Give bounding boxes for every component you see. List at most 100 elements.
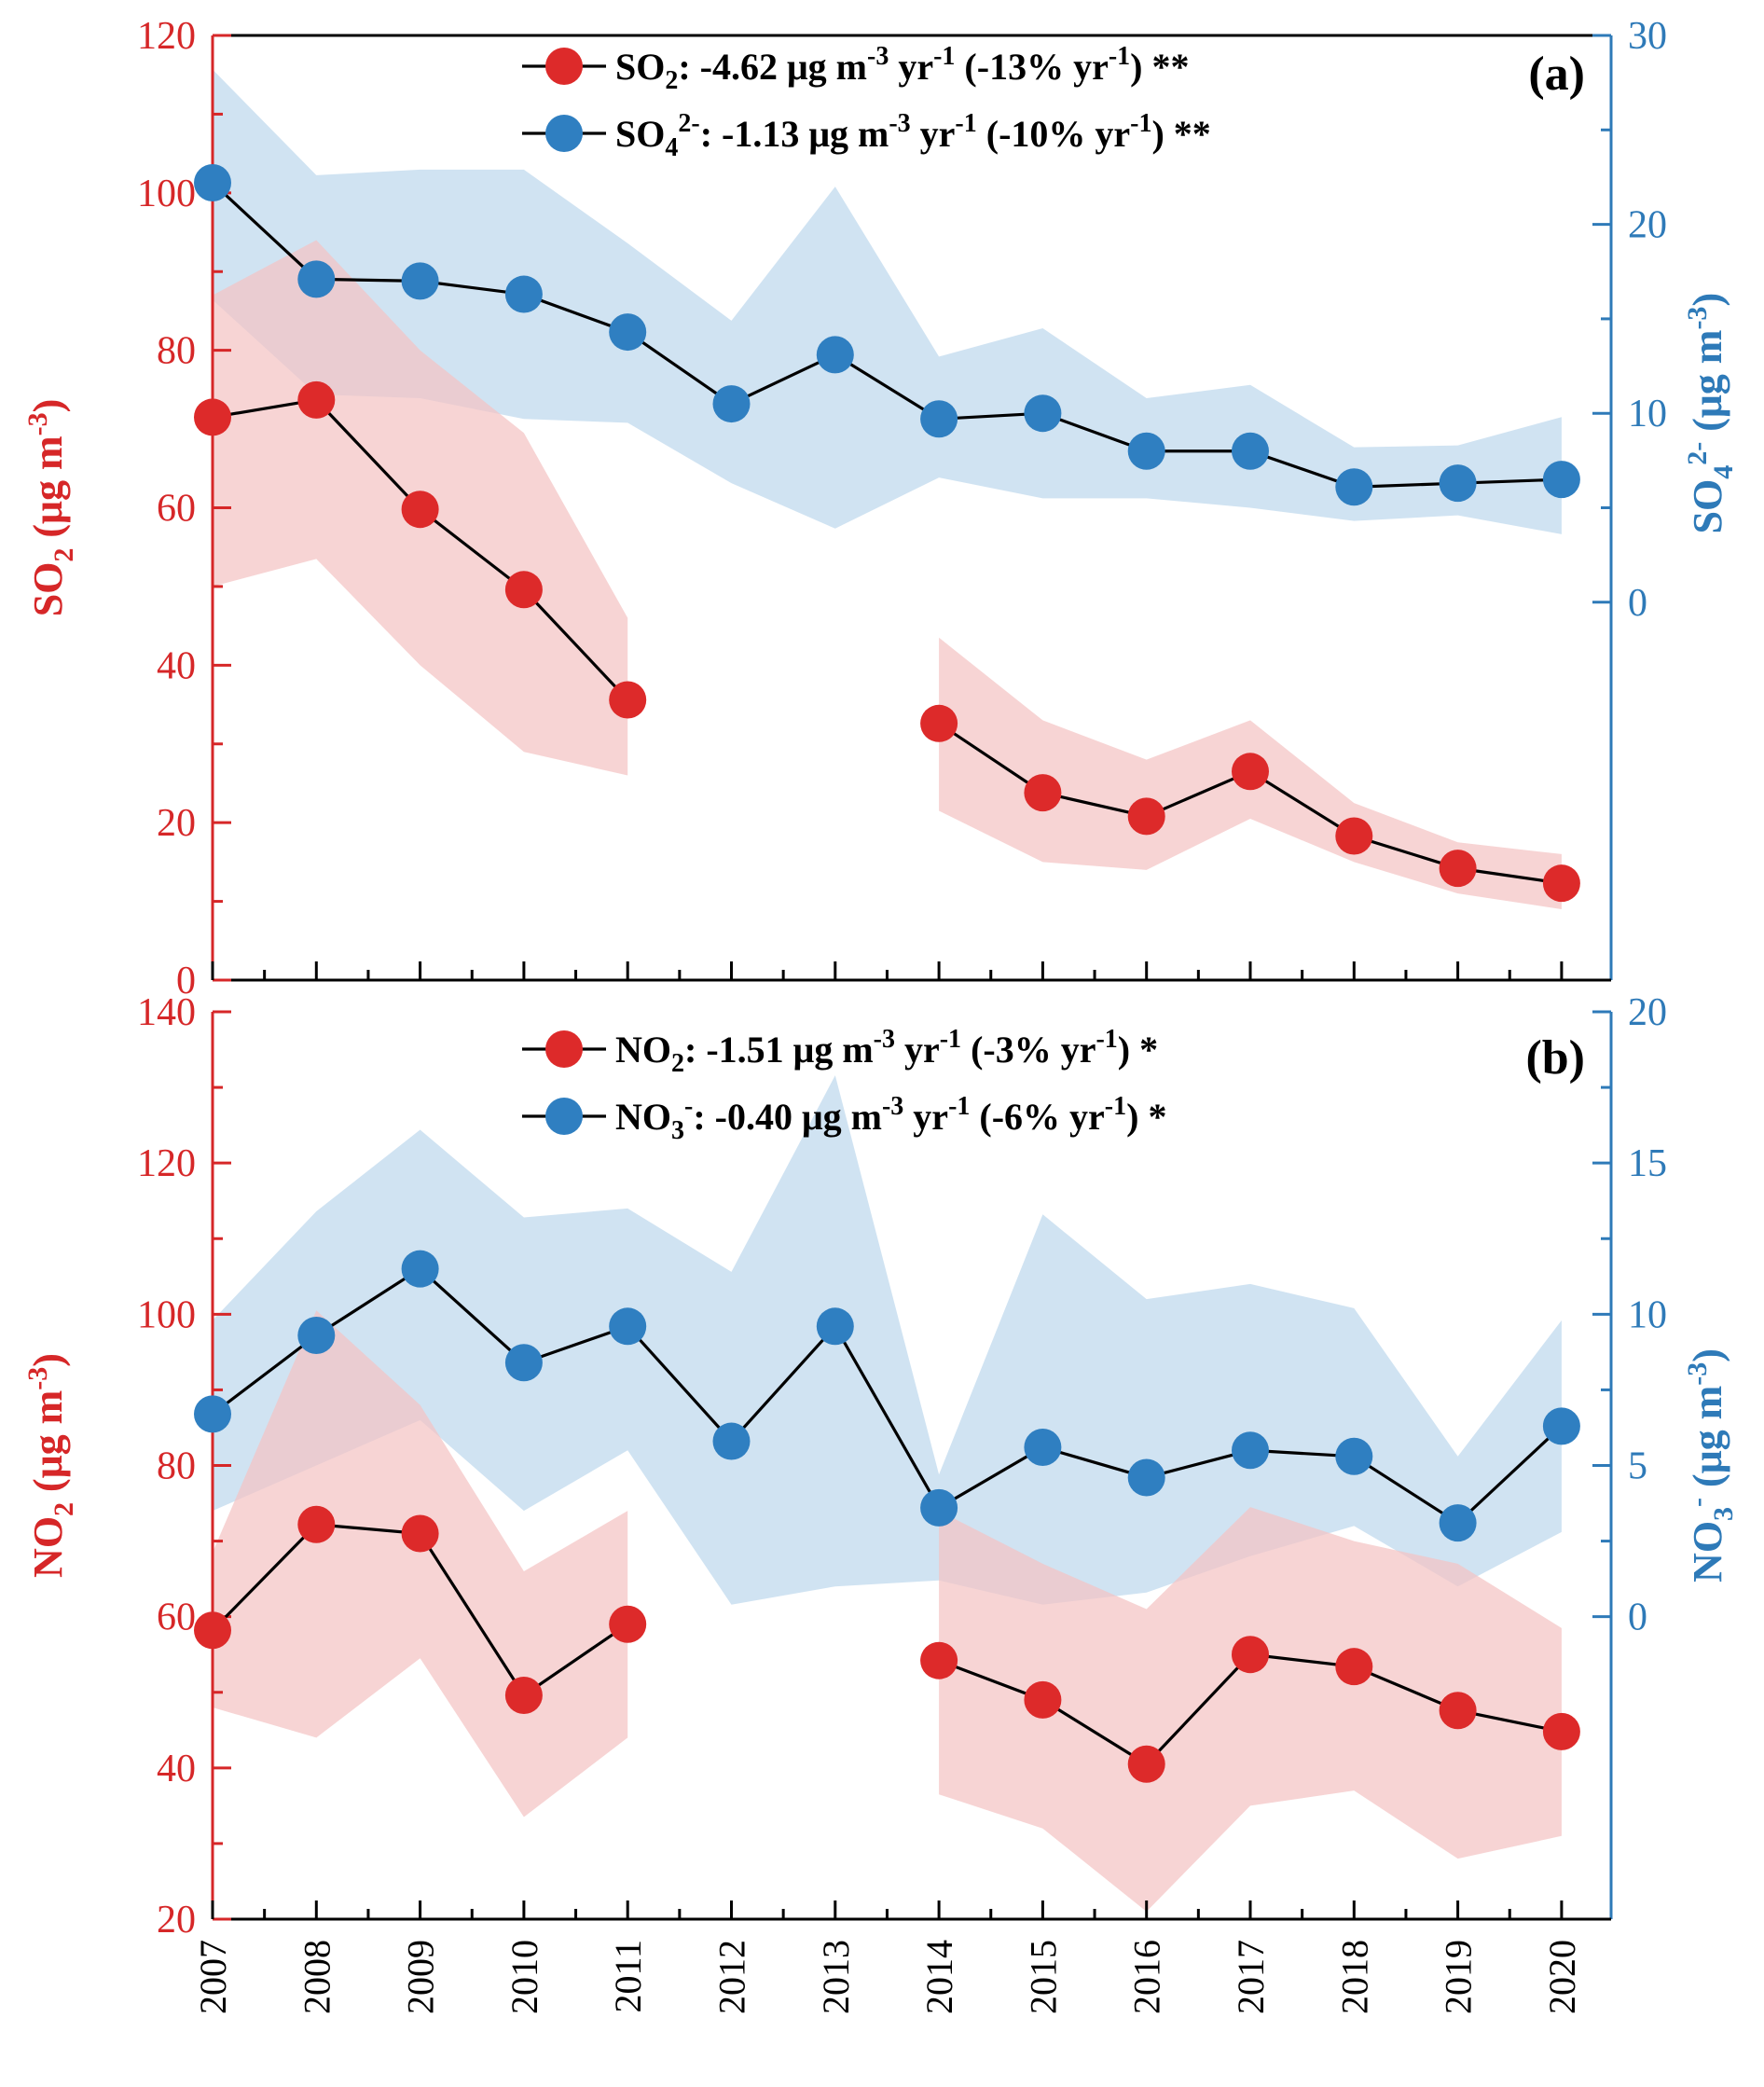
- legend-label-sup2: -1: [948, 1092, 970, 1121]
- legend-label: SO42-: -1.13 μg m-3 yr-1 (-10% yr-1) **: [615, 109, 1211, 162]
- data-point-ion: [504, 275, 543, 313]
- data-point-ion: [1335, 468, 1373, 506]
- legend-label-sup3: -1: [1109, 42, 1130, 71]
- data-point-ion: [1127, 1458, 1165, 1497]
- left-axis-title: SO2 (μg m-3): [22, 399, 79, 617]
- data-point-ion: [401, 1250, 439, 1288]
- legend-label-sub: 3: [671, 1116, 684, 1145]
- left-axis-title-unit: (μg m: [25, 1390, 71, 1502]
- legend-label-mid: yr: [895, 1029, 940, 1071]
- data-point-gas: [1439, 1692, 1477, 1730]
- left-tick-label: 60: [157, 1596, 196, 1639]
- data-point-ion: [1024, 1429, 1062, 1467]
- data-point-gas: [504, 571, 543, 609]
- right-tick-label: 10: [1628, 1293, 1667, 1336]
- data-point-gas: [194, 398, 231, 436]
- data-point-ion: [1439, 464, 1477, 503]
- legend-label-sup2: -1: [955, 109, 976, 138]
- x-tick-label: 2019: [1438, 1940, 1480, 2014]
- right-axis-title: SO42- (μg m-3): [1682, 293, 1739, 534]
- data-point-ion: [609, 1307, 647, 1346]
- left-tick-label: 80: [157, 330, 196, 373]
- data-point-gas: [1439, 850, 1477, 888]
- legend-label: SO2: -4.62 μg m-3 yr-1 (-13% yr-1) **: [615, 42, 1189, 95]
- legend-label-sup3: -1: [1096, 1025, 1117, 1054]
- legend-label-mid2: (-10% yr: [977, 113, 1130, 155]
- x-tick-label: 2018: [1333, 1940, 1375, 2014]
- legend-label-rest: : -0.40 μg m: [693, 1096, 882, 1138]
- left-axis-title-sup: -3: [22, 412, 53, 435]
- right-axis-title: NO3- (μg m-3): [1682, 1348, 1739, 1583]
- panel-label: (a): [1528, 48, 1585, 101]
- right-axis-title-unit: (μg m: [1685, 330, 1730, 442]
- right-axis-title-ion: 2-: [1682, 442, 1713, 465]
- data-point-gas: [401, 491, 439, 529]
- x-tick-label: 2012: [711, 1940, 753, 2014]
- right-axis-title-unit: (μg m: [1685, 1386, 1730, 1498]
- right-tick-label: 15: [1628, 1142, 1667, 1185]
- legend-marker: [545, 1098, 583, 1135]
- data-point-ion: [194, 1395, 231, 1433]
- data-point-gas: [920, 1641, 958, 1679]
- data-point-ion: [712, 385, 751, 423]
- left-axis-title-unit: (μg m: [25, 435, 71, 547]
- legend-label-main: SO: [615, 113, 665, 155]
- data-point-ion: [194, 164, 231, 202]
- data-point-gas: [1127, 797, 1165, 836]
- data-point-ion: [297, 1317, 336, 1355]
- panel-label: (b): [1525, 1031, 1585, 1085]
- x-tick-label: 2007: [192, 1940, 234, 2014]
- data-point-gas: [920, 704, 958, 742]
- data-point-ion: [1439, 1504, 1477, 1542]
- data-point-gas: [1335, 817, 1373, 855]
- data-point-gas: [297, 380, 336, 419]
- legend-label: NO2: -1.51 μg m-3 yr-1 (-3% yr-1) *: [615, 1025, 1158, 1078]
- left-tick-label: 100: [137, 173, 196, 215]
- legend-label-mid: yr: [911, 113, 956, 155]
- legend-label-sup2: -1: [933, 42, 955, 71]
- data-point-ion: [712, 1422, 751, 1460]
- legend-label-sup1: -3: [867, 42, 889, 71]
- data-point-gas: [1542, 864, 1580, 903]
- data-point-ion: [1542, 1407, 1580, 1445]
- left-tick-label: 20: [157, 802, 196, 845]
- legend-label-rest: : -1.51 μg m: [684, 1029, 874, 1071]
- data-point-ion: [816, 336, 854, 374]
- left-axis-title-main: NO: [25, 1516, 71, 1578]
- x-tick-label: 2016: [1126, 1940, 1168, 2014]
- left-axis-title-main: SO: [25, 562, 71, 617]
- legend-label-mid: yr: [889, 46, 933, 88]
- legend-label-sup3: -1: [1105, 1092, 1126, 1121]
- legend-label-sup2: -1: [940, 1025, 961, 1054]
- legend-label-sup1: -3: [882, 1092, 903, 1121]
- legend-label-main: SO: [615, 46, 665, 88]
- left-tick-label: 140: [137, 991, 196, 1034]
- x-tick-label: 2008: [296, 1940, 338, 2014]
- data-point-gas: [1335, 1648, 1373, 1686]
- legend-label-main: NO: [615, 1096, 671, 1138]
- legend-marker: [545, 1030, 583, 1068]
- data-point-gas: [401, 1514, 439, 1553]
- left-tick-label: 40: [157, 644, 196, 687]
- data-point-gas: [297, 1505, 336, 1543]
- right-axis-title-sub: 3: [1708, 1507, 1739, 1521]
- data-point-ion: [1024, 394, 1062, 433]
- left-tick-label: 60: [157, 488, 196, 531]
- band-no3---0: [213, 1075, 1562, 1605]
- right-axis-title-main: NO: [1685, 1521, 1730, 1583]
- right-tick-label: 20: [1628, 204, 1667, 247]
- legend-label-ion: -: [684, 1092, 693, 1121]
- legend-label-rest: : -1.13 μg m: [700, 113, 889, 155]
- data-point-ion: [297, 260, 336, 298]
- left-tick-label: 100: [137, 1293, 196, 1336]
- left-axis-title: NO2 (μg m-3): [22, 1353, 79, 1578]
- legend-label-end: ) **: [1130, 46, 1189, 88]
- x-tick-label: 2014: [918, 1940, 960, 2014]
- left-tick-label: 120: [137, 1142, 196, 1185]
- left-tick-label: 40: [157, 1748, 196, 1790]
- data-point-ion: [504, 1344, 543, 1382]
- legend-label-ion: 2-: [678, 109, 699, 138]
